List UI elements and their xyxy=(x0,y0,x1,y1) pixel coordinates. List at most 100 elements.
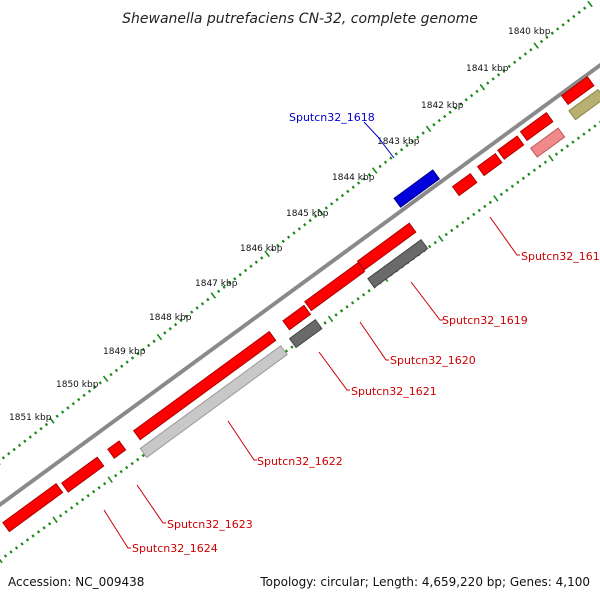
gene-label-sputcn32-1618[interactable]: Sputcn32_1618 xyxy=(289,111,375,124)
minor-tick xyxy=(195,306,199,310)
leader-line xyxy=(318,351,350,391)
minor-tick xyxy=(486,81,490,85)
gene-feature[interactable] xyxy=(367,238,429,289)
minor-tick xyxy=(550,31,554,35)
minor-tick xyxy=(141,347,145,352)
gene-feature[interactable] xyxy=(497,135,525,160)
minor-tick xyxy=(565,144,570,148)
minor-tick xyxy=(7,451,11,456)
minor-tick xyxy=(58,514,63,518)
gene-labels: Sputcn32_1618 Sputcn32_1617 Sputcn32_161… xyxy=(132,111,600,555)
minor-tick xyxy=(527,172,531,176)
gene-label-sputcn32-1621[interactable]: Sputcn32_1621 xyxy=(351,385,437,398)
minor-tick xyxy=(339,309,344,313)
gene-feature[interactable] xyxy=(519,112,554,142)
gene-feature[interactable] xyxy=(476,152,503,177)
gene-feature[interactable] xyxy=(560,76,595,106)
gene-feature[interactable] xyxy=(132,330,277,441)
minor-tick xyxy=(147,343,151,348)
minor-tick xyxy=(587,128,592,132)
gene-feature[interactable] xyxy=(61,456,105,493)
minor-tick xyxy=(168,327,172,331)
major-tick xyxy=(210,292,217,299)
minor-tick xyxy=(475,89,479,94)
minor-tick xyxy=(163,331,167,335)
major-tick xyxy=(548,154,554,162)
gene-feature[interactable] xyxy=(356,222,417,271)
gene-label-sputcn32-1619[interactable]: Sputcn32_1619 xyxy=(442,314,528,327)
major-tick xyxy=(425,125,432,133)
minor-tick xyxy=(566,18,571,23)
label-leaders xyxy=(103,121,520,549)
gene-label-sputcn32-1623[interactable]: Sputcn32_1623 xyxy=(167,518,253,531)
minor-tick xyxy=(428,244,432,249)
gene-feature[interactable] xyxy=(139,345,288,459)
gene-label-sputcn32-1617[interactable]: Sputcn32_1617 xyxy=(521,250,600,263)
minor-tick xyxy=(389,156,393,160)
gene-feature[interactable] xyxy=(282,304,312,331)
minor-tick xyxy=(91,489,96,494)
tick-label: 1847 kbp xyxy=(195,279,238,289)
minor-tick xyxy=(394,152,398,156)
minor-tick xyxy=(260,256,264,260)
leader-line xyxy=(363,121,395,159)
gene-feature[interactable] xyxy=(304,261,366,312)
minor-tick xyxy=(469,93,474,98)
major-tick xyxy=(318,208,324,216)
minor-tick xyxy=(1,456,6,460)
minor-tick xyxy=(270,247,275,252)
minor-tick xyxy=(496,73,501,77)
minor-tick xyxy=(308,218,312,223)
gene-label-sputcn32-1624[interactable]: Sputcn32_1624 xyxy=(132,542,218,555)
minor-tick xyxy=(346,189,350,194)
major-tick xyxy=(587,0,593,8)
minor-tick xyxy=(82,393,86,398)
minor-tick xyxy=(323,321,327,325)
gene-feature[interactable] xyxy=(568,88,600,121)
minor-tick xyxy=(561,23,565,27)
genome-backbone xyxy=(0,62,600,508)
minor-tick xyxy=(516,180,520,184)
gene-feature[interactable] xyxy=(107,440,127,459)
minor-tick xyxy=(483,204,487,209)
minor-tick xyxy=(383,160,388,164)
minor-tick xyxy=(335,197,339,202)
major-tick xyxy=(479,84,486,91)
minor-tick xyxy=(444,232,448,237)
minor-tick xyxy=(367,289,371,293)
minor-tick xyxy=(114,473,118,478)
minor-tick xyxy=(200,302,205,306)
minor-tick xyxy=(510,184,515,189)
minor-tick xyxy=(576,136,581,140)
major-tick xyxy=(493,195,499,202)
minor-tick xyxy=(464,98,468,102)
minor-tick xyxy=(227,281,232,285)
minor-tick xyxy=(184,314,189,318)
gene-feature-sputcn32-1618[interactable] xyxy=(393,169,441,208)
minor-tick xyxy=(86,494,90,498)
tick-labels: 1840 kbp 1841 kbp 1842 kbp 1843 kbp 1844… xyxy=(9,27,551,423)
gene-feature[interactable] xyxy=(2,482,64,533)
minor-tick xyxy=(488,200,492,205)
minor-tick xyxy=(120,364,124,368)
minor-tick xyxy=(405,143,409,148)
minor-tick xyxy=(433,240,437,245)
gene-feature[interactable] xyxy=(530,127,566,158)
minor-tick xyxy=(284,349,289,353)
minor-tick xyxy=(14,546,19,550)
minor-tick xyxy=(64,510,68,514)
minor-tick xyxy=(502,68,506,73)
gene-label-sputcn32-1622[interactable]: Sputcn32_1622 xyxy=(257,455,343,468)
minor-tick xyxy=(103,481,107,486)
minor-tick xyxy=(521,176,526,180)
major-tick xyxy=(264,250,270,258)
minor-tick xyxy=(399,148,404,152)
minor-tick xyxy=(350,301,355,305)
gene-feature[interactable] xyxy=(451,172,478,197)
minor-tick xyxy=(443,114,447,119)
gene-label-sputcn32-1620[interactable]: Sputcn32_1620 xyxy=(390,354,476,367)
gene-feature[interactable] xyxy=(288,319,323,349)
minor-tick xyxy=(334,313,338,317)
minor-tick xyxy=(173,322,178,327)
minor-tick xyxy=(538,164,542,168)
